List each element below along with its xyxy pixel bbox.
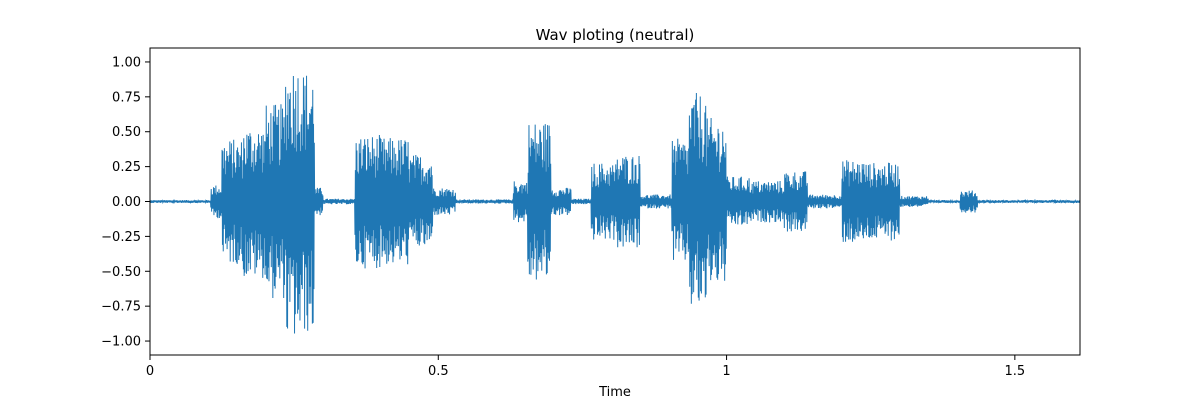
x-tick-label: 0 <box>146 364 154 379</box>
y-tick-label: 0.75 <box>112 90 141 105</box>
y-tick-label: −0.75 <box>101 300 141 315</box>
plot-area <box>149 75 1081 334</box>
chart-title: Wav ploting (neutral) <box>536 26 695 44</box>
y-tick-label: −1.00 <box>101 335 141 350</box>
waveform-line <box>149 75 1081 334</box>
y-tick-label: 0.25 <box>112 160 141 175</box>
y-tick-label: 0.50 <box>112 125 141 140</box>
x-axis: 0 0.5 1 1.5 <box>146 355 1025 379</box>
x-axis-label: Time <box>598 385 631 400</box>
y-tick-label: −0.25 <box>101 230 141 245</box>
x-tick-label: 0.5 <box>428 364 449 379</box>
x-tick-label: 1 <box>722 364 730 379</box>
y-axis: 1.00 0.75 0.50 0.25 0.00 −0.25 −0.50 −0.75 −1.00 <box>101 55 150 350</box>
y-tick-label: 0.00 <box>112 195 141 210</box>
y-tick-label: 1.00 <box>112 55 141 70</box>
y-tick-label: −0.50 <box>101 265 141 280</box>
x-tick-label: 1.5 <box>1005 364 1026 379</box>
